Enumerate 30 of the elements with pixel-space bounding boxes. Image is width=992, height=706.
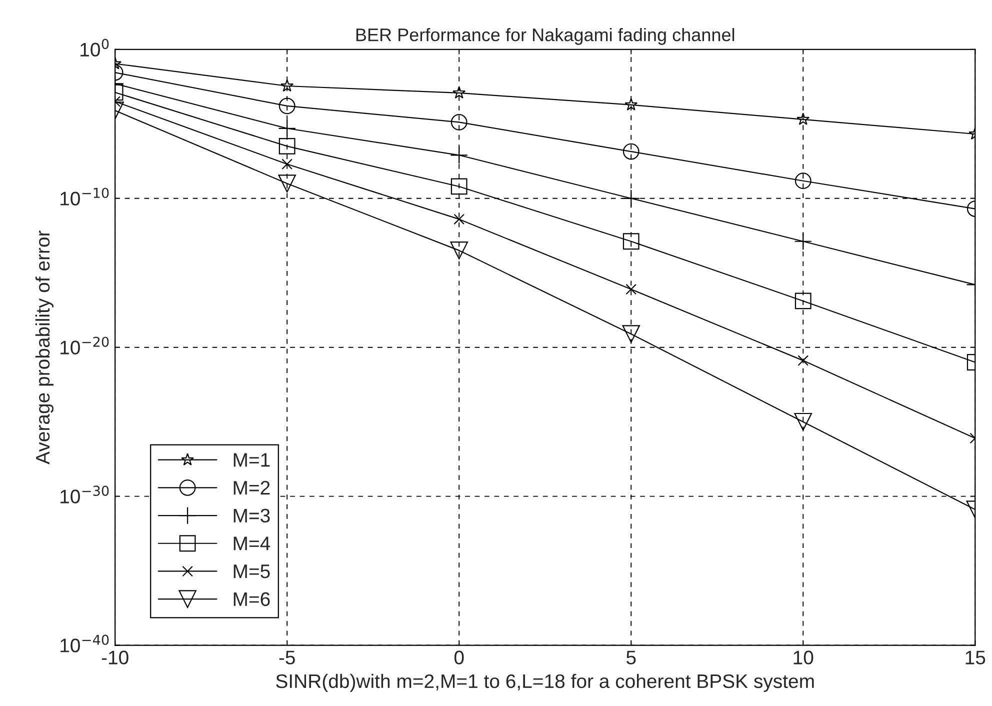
point <box>452 86 466 99</box>
point <box>454 214 465 225</box>
legend-label: M=6 <box>234 592 270 606</box>
legend-label: M=3 <box>234 508 270 523</box>
point <box>450 114 468 130</box>
point <box>622 143 640 160</box>
x-tick-label: 15 <box>966 650 986 664</box>
x-tick-label: 0 <box>454 650 464 664</box>
legend-label: M=1 <box>234 453 270 467</box>
point <box>626 284 637 295</box>
point <box>450 242 468 260</box>
chart-title: BER Performance for Nakagami fading channel <box>356 28 734 45</box>
y-tick-label: 10$^{−20}$ <box>60 336 109 354</box>
point <box>622 233 640 250</box>
legend-label: M=2 <box>234 480 270 494</box>
y-tick-label: 10$^{−40}$ <box>60 634 109 652</box>
y-tick-label: 10$^{−30}$ <box>60 486 109 504</box>
x-tick-label: 10 <box>794 650 814 664</box>
point <box>450 178 468 195</box>
legend-label: M=5 <box>234 564 270 578</box>
x-tick-label: -10 <box>102 650 128 664</box>
legend-label: M=4 <box>234 536 270 550</box>
y-axis-title: Average probability of error <box>35 230 54 464</box>
point <box>624 98 638 110</box>
y-tick-label: 10$^{−10}$ <box>60 188 109 206</box>
y-tick-label: 10$^{0}$ <box>80 38 109 57</box>
x-axis-title: SINR(db)with m=2,M=1 to 6,L=18 for a coherent BPSK system <box>276 674 814 692</box>
x-tick-label: 5 <box>626 650 636 664</box>
x-tick-label: -5 <box>279 650 295 664</box>
point <box>622 325 640 343</box>
